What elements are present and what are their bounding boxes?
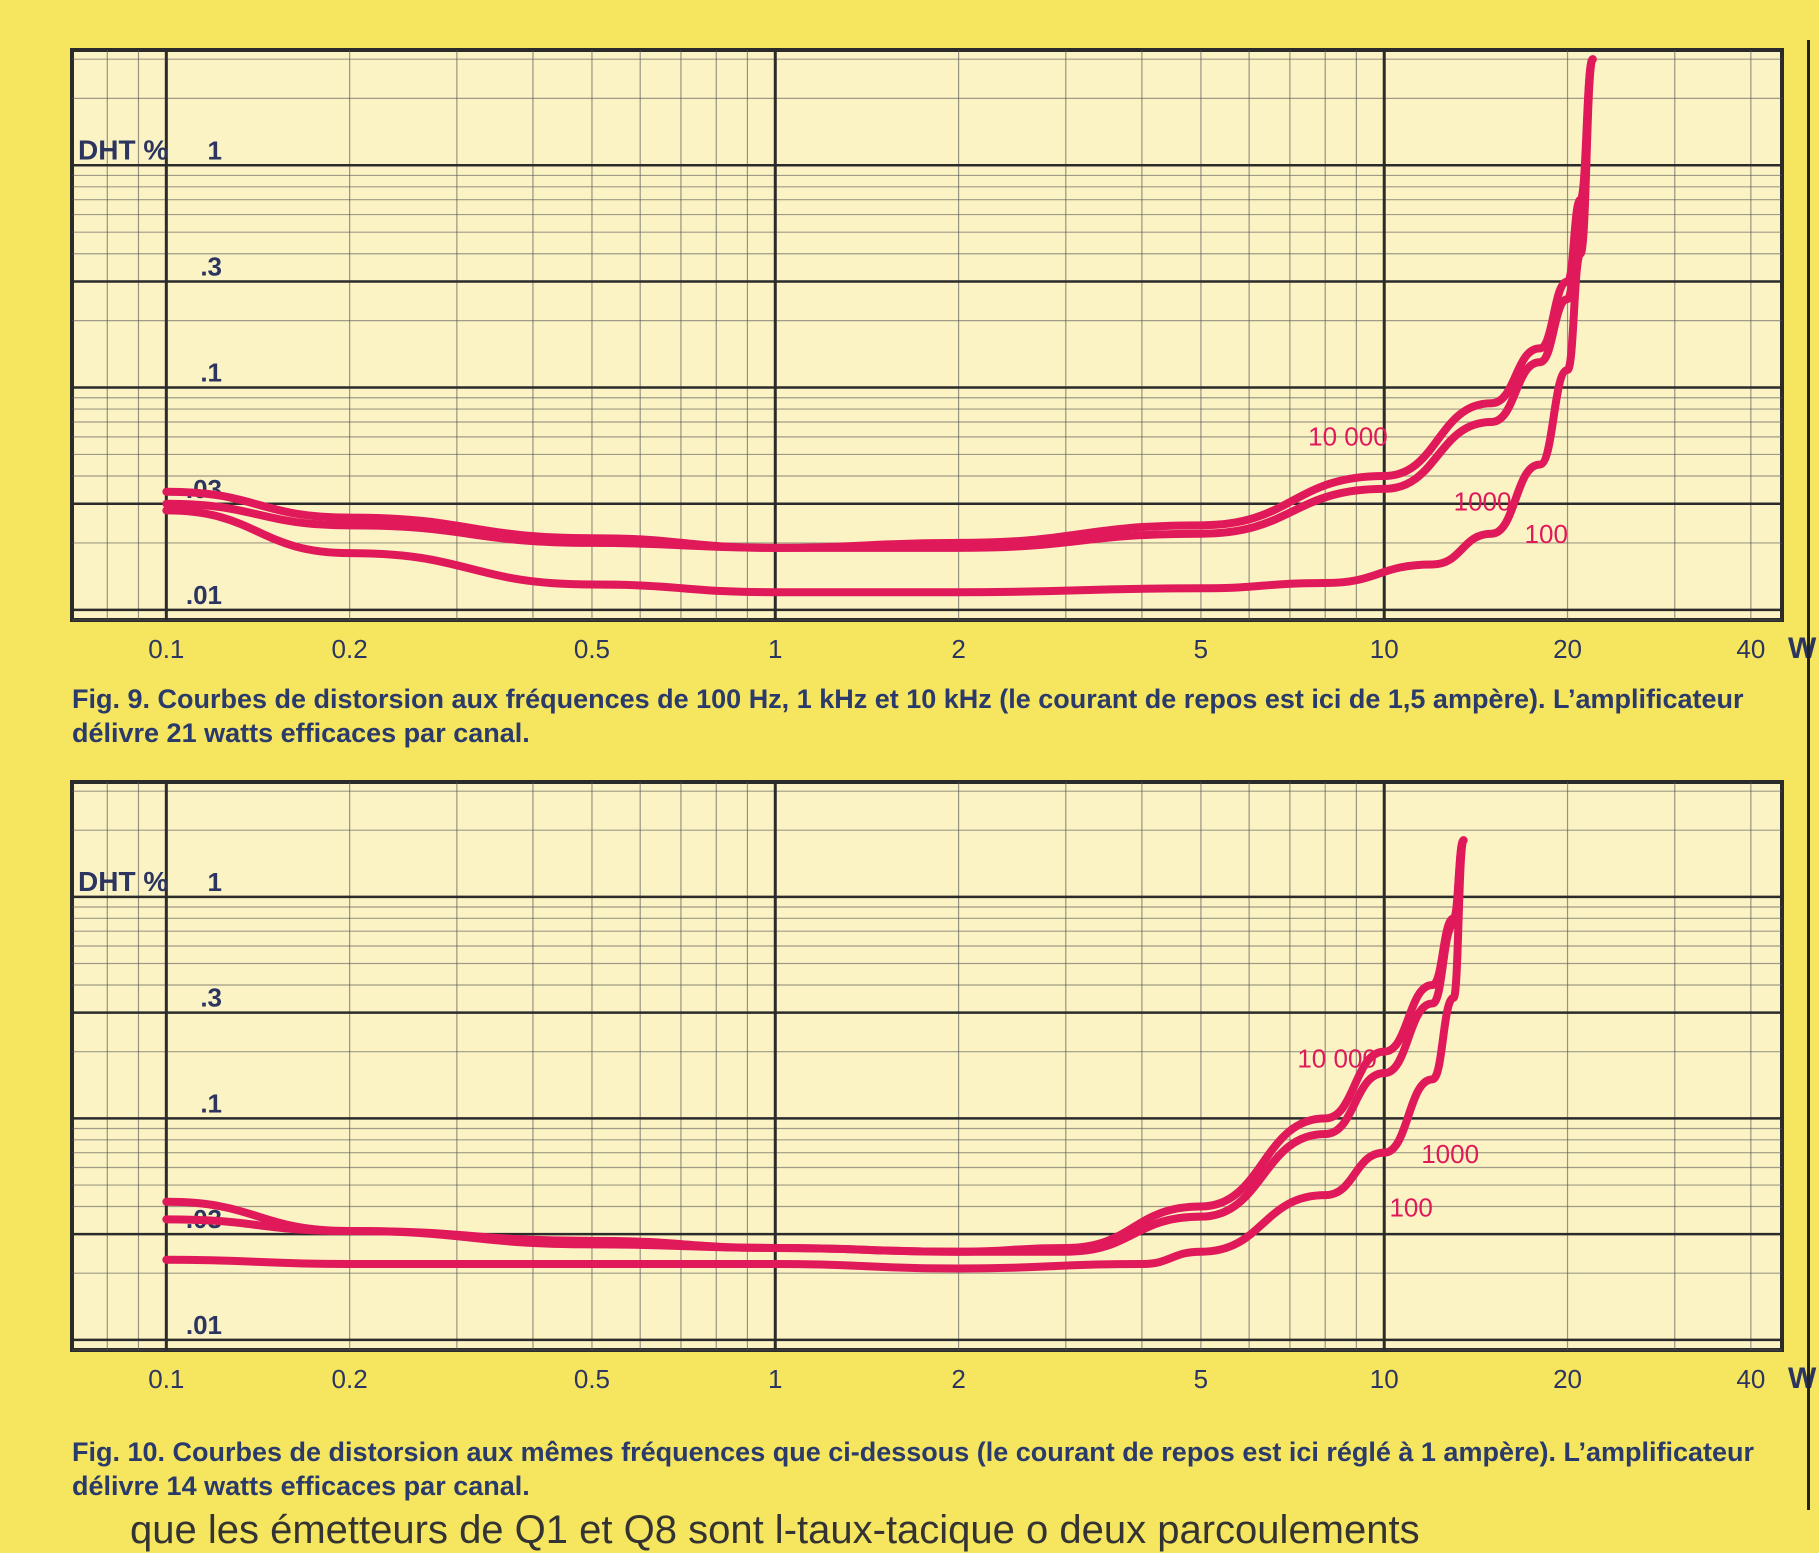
fig9-x-tick-label: 40 xyxy=(1736,634,1765,664)
fig9-x-tick-label: 0.5 xyxy=(574,634,610,664)
fig9-x-tick-label: 0.2 xyxy=(332,634,368,664)
fig10-x-tick-label: 0.5 xyxy=(574,1364,610,1394)
fig10-series-label: 1000 xyxy=(1421,1139,1479,1169)
fig10-x-unit-label: W xyxy=(1788,1362,1817,1395)
fig10-series-label: 100 xyxy=(1389,1193,1432,1223)
fig9-series-label: 1000 xyxy=(1454,486,1512,516)
column-rule xyxy=(1807,40,1810,1510)
fig9-series-line xyxy=(162,55,1597,552)
fig10-x-tick-label: 2 xyxy=(951,1364,965,1394)
fig9-series-label: 100 xyxy=(1525,519,1568,549)
fig10-x-tick-label: 1 xyxy=(768,1364,782,1394)
fig9-x-unit-label: W xyxy=(1788,632,1817,665)
fig10-y-tick-label: .3 xyxy=(200,983,222,1013)
fig9-x-tick-label: 5 xyxy=(1194,634,1208,664)
fig10-y-tick-label: 1 xyxy=(208,867,222,897)
fig10-caption: Fig. 10. Courbes de distorsion aux mêmes… xyxy=(72,1437,1755,1501)
fig9-x-tick-label: 10 xyxy=(1370,634,1399,664)
fig10-x-tick-label: 0.2 xyxy=(332,1364,368,1394)
fig10-series-label: 10 000 xyxy=(1297,1043,1377,1073)
fig10-x-tick-label: 5 xyxy=(1194,1364,1208,1394)
body-text-fragment: que les émetteurs de Q1 et Q8 sont l-tau… xyxy=(130,1508,1420,1552)
fig9-x-tick-label: 2 xyxy=(951,634,965,664)
fig10-series-line xyxy=(162,836,1468,1273)
fig9-series-line xyxy=(162,55,1597,597)
fig10-x-tick-label: 0.1 xyxy=(148,1364,184,1394)
fig9-y-tick-label: 1 xyxy=(208,135,222,165)
fig9-x-tick-label: 1 xyxy=(768,634,782,664)
fig9-series-line xyxy=(162,55,1597,552)
fig10-x-tick-label: 10 xyxy=(1370,1364,1399,1394)
fig9-y-tick-label: .01 xyxy=(186,580,222,610)
fig9-y-tick-label: .3 xyxy=(200,251,222,281)
fig9-x-tick-label: 0.1 xyxy=(148,634,184,664)
fig10-y-tick-label: .01 xyxy=(186,1310,222,1340)
fig10-y-tick-label: .1 xyxy=(200,1088,222,1118)
fig9-caption: Fig. 9. Courbes de distorsion aux fréque… xyxy=(72,684,1744,748)
fig10-series-line xyxy=(162,836,1468,1256)
fig9-y-axis-label: DHT % xyxy=(78,134,168,165)
fig9-x-tick-label: 20 xyxy=(1553,634,1582,664)
fig9-series-label: 10 000 xyxy=(1308,421,1388,451)
fig10-y-axis-label: DHT % xyxy=(78,866,168,897)
fig10-x-tick-label: 20 xyxy=(1553,1364,1582,1394)
fig10-x-tick-label: 40 xyxy=(1736,1364,1765,1394)
fig9-y-tick-label: .1 xyxy=(200,358,222,388)
